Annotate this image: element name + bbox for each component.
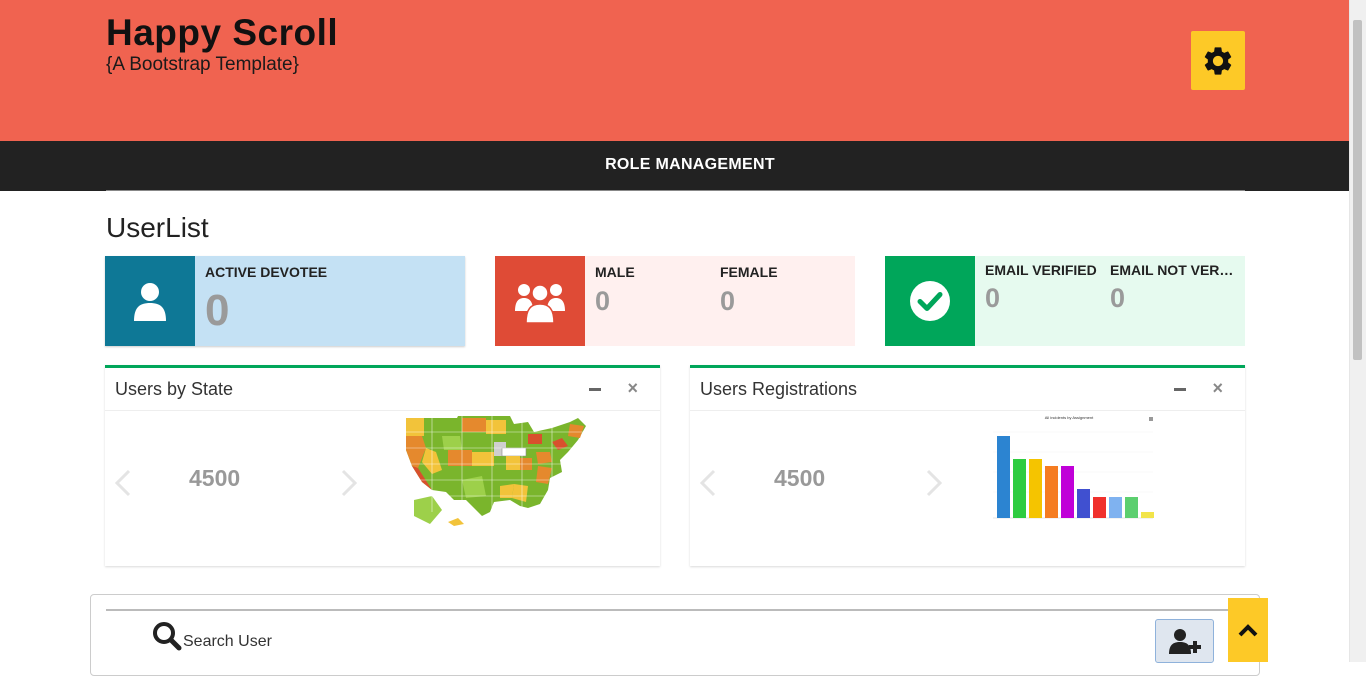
search-input[interactable]	[183, 631, 583, 653]
divider	[106, 609, 1231, 611]
stat-label-active: ACTIVE DEVOTEE	[205, 264, 328, 280]
user-icon	[134, 283, 166, 321]
scrollbar-thumb[interactable]	[1353, 20, 1362, 360]
minimize-button[interactable]	[588, 383, 602, 395]
search-icon[interactable]	[152, 621, 182, 651]
stat-label-email-not-verified: EMAIL NOT VERIFIED	[1110, 262, 1235, 278]
carousel-next-arrow[interactable]	[924, 468, 944, 498]
panel-users-by-state: Users by State × 4500	[105, 365, 660, 566]
panel-stat-number: 4500	[189, 465, 241, 491]
panel-users-registrations: Users Registrations × 4500 All incidents…	[690, 365, 1245, 566]
us-map-image	[402, 412, 590, 526]
chevron-up-icon	[1238, 624, 1258, 637]
users-icon	[515, 284, 565, 323]
brand-title: Happy Scroll	[106, 12, 339, 53]
stat-value-female: 0	[720, 286, 736, 316]
stat-icon-box	[885, 256, 975, 346]
panel-title: Users by State	[115, 379, 234, 399]
settings-button[interactable]	[1191, 31, 1245, 90]
stat-label-male: MALE	[595, 264, 635, 280]
divider	[106, 190, 1245, 191]
brand-subtitle: {A Bootstrap Template}	[106, 54, 299, 75]
panel-stat-number: 4500	[774, 465, 826, 491]
stat-card-gender: MALE 0 FEMALE 0	[495, 256, 855, 346]
panel-title: Users Registrations	[700, 379, 858, 399]
user-search-box	[90, 594, 1260, 676]
minimize-button[interactable]	[1173, 383, 1187, 395]
stat-icon-box	[105, 256, 195, 346]
nav-role-management[interactable]: ROLE MANAGEMENT	[605, 156, 775, 173]
stat-value-email-verified: 0	[985, 283, 1001, 313]
carousel-prev-arrow[interactable]	[113, 468, 133, 498]
stat-icon-box	[495, 256, 585, 346]
minus-icon	[1174, 387, 1186, 391]
check-circle-icon	[910, 281, 950, 321]
stat-card-active: ACTIVE DEVOTEE 0	[105, 256, 465, 346]
close-button[interactable]: ×	[627, 378, 638, 398]
main-navbar: ROLE MANAGEMENT	[0, 141, 1350, 191]
stat-card-email: EMAIL VERIFIED 0 EMAIL NOT VERIFIED 0	[885, 256, 1245, 346]
carousel-next-arrow[interactable]	[339, 468, 359, 498]
stat-value-email-not-verified: 0	[1110, 283, 1126, 313]
stat-label-email-verified: EMAIL VERIFIED	[985, 262, 1097, 278]
scroll-to-top-button[interactable]	[1228, 598, 1268, 662]
minus-icon	[589, 387, 601, 391]
menu-icon	[1149, 417, 1153, 421]
page-header: Happy Scroll {A Bootstrap Template}	[0, 0, 1350, 141]
page-scrollbar[interactable]	[1349, 0, 1366, 662]
stat-value-active: 0	[205, 286, 230, 335]
page-title: UserList	[106, 212, 209, 243]
panel-header: Users Registrations ×	[690, 368, 1245, 411]
gear-icon	[1204, 46, 1232, 75]
user-plus-icon	[1168, 629, 1201, 654]
stat-label-female: FEMALE	[720, 264, 778, 280]
registrations-chart-image: All incidents by Assignment	[983, 412, 1155, 542]
add-user-button[interactable]	[1155, 619, 1214, 663]
panel-header: Users by State ×	[105, 368, 660, 411]
close-button[interactable]: ×	[1212, 378, 1223, 398]
stat-value-male: 0	[595, 286, 611, 316]
carousel-prev-arrow[interactable]	[698, 468, 718, 498]
mini-chart-title: All incidents by Assignment	[1045, 415, 1094, 420]
